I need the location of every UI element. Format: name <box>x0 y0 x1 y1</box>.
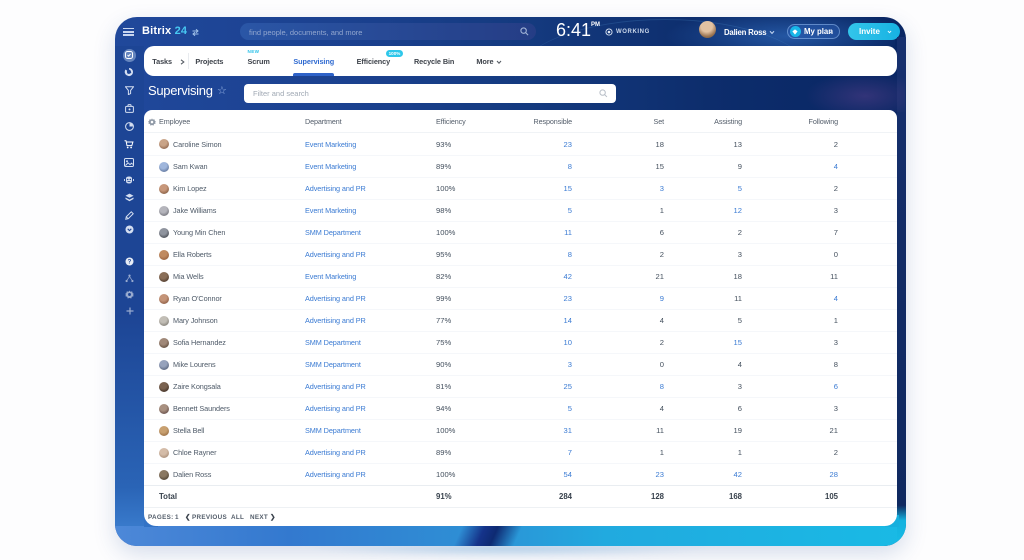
svg-text:?: ? <box>128 259 132 265</box>
